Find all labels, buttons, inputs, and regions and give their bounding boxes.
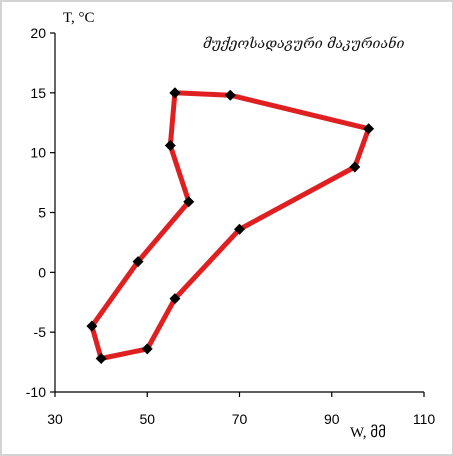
data-point-marker bbox=[86, 320, 98, 332]
data-point-marker bbox=[234, 223, 245, 235]
y-tick-label: -5 bbox=[34, 324, 47, 340]
y-axis-ticks: -10 -5 0 5 10 15 20 bbox=[26, 25, 55, 400]
series-layer bbox=[86, 87, 375, 364]
y-tick-label: 15 bbox=[30, 85, 46, 101]
data-point-marker bbox=[183, 196, 195, 208]
data-point-marker bbox=[95, 352, 107, 364]
data-point-marker bbox=[224, 89, 236, 101]
y-tick-label: 5 bbox=[38, 205, 46, 221]
x-tick-label: 30 bbox=[47, 411, 63, 427]
data-point-marker bbox=[169, 293, 181, 305]
x-tick-label: 110 bbox=[413, 411, 436, 427]
y-tick-label: 20 bbox=[30, 25, 46, 41]
data-point-marker bbox=[164, 139, 176, 151]
data-point-marker bbox=[169, 87, 181, 99]
y-tick-label: -10 bbox=[26, 384, 46, 400]
x-axis-label: W, მმ bbox=[350, 424, 386, 441]
data-point-marker bbox=[363, 123, 375, 135]
x-tick-label: 70 bbox=[232, 411, 248, 427]
x-axis-ticks: 30 50 70 90 110 bbox=[47, 392, 435, 427]
data-point-marker bbox=[141, 343, 153, 355]
y-axis-label: T, °C bbox=[63, 10, 95, 26]
chart-title: მუქეოსადაგური მაკურიანი bbox=[203, 34, 404, 52]
x-tick-label: 90 bbox=[324, 411, 340, 427]
data-point-marker bbox=[349, 161, 361, 173]
data-point-marker bbox=[132, 256, 144, 268]
y-tick-label: 0 bbox=[38, 264, 46, 280]
x-tick-label: 50 bbox=[139, 411, 155, 427]
y-tick-label: 10 bbox=[30, 145, 46, 161]
